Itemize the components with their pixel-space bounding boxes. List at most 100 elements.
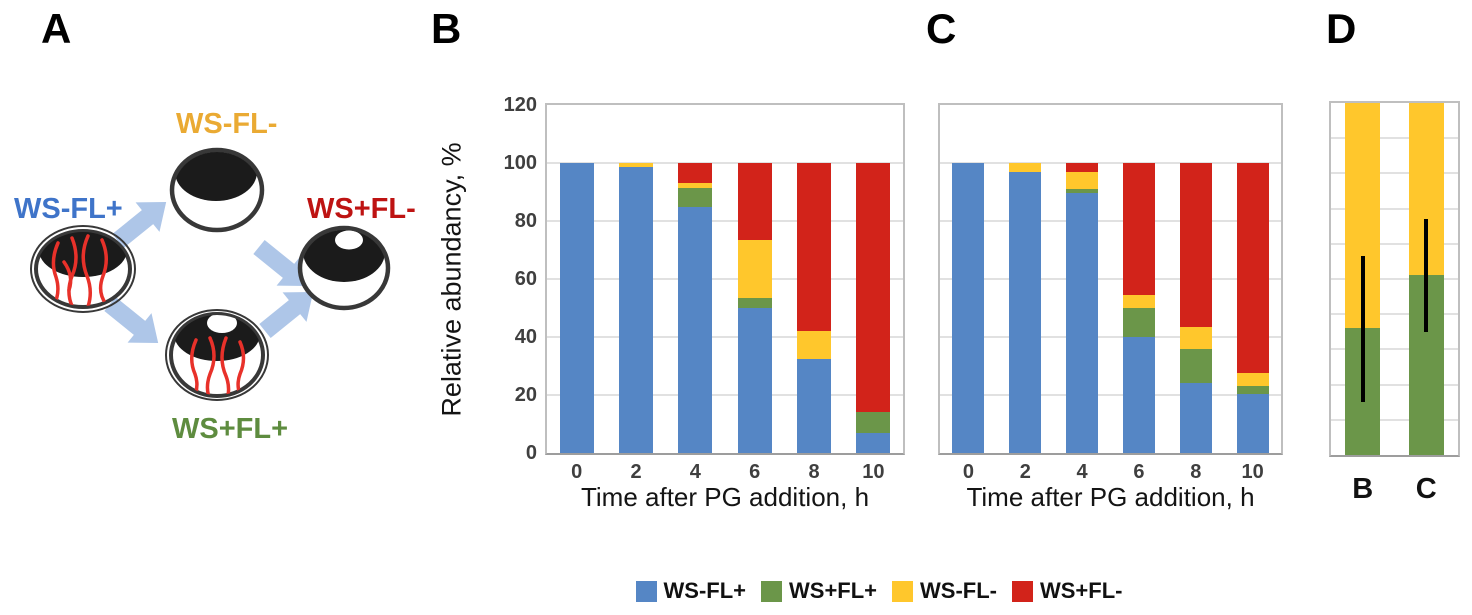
gridline: [940, 336, 1281, 338]
bar-segment-WS-FL+: [678, 206, 713, 453]
bar-segment-WS-FL-: [797, 331, 831, 359]
cell-ws-fl-minus: [169, 147, 265, 233]
x-tick-label: 0: [571, 461, 583, 483]
bar-segment-WS+FL+: [1179, 348, 1212, 384]
cell-cap: [175, 152, 257, 201]
bar-segment-WS-FL-: [737, 239, 772, 298]
x-tick-label: 2: [630, 461, 642, 483]
legend-label: WS+FL-: [1039, 578, 1123, 603]
gridline: [1331, 278, 1458, 280]
node-label-ws-fl-plus: WS-FL+: [14, 193, 123, 225]
legend-swatch-ws-fl-plus: [635, 580, 657, 602]
node-label-ws-fl-minus: WS-FL-: [176, 108, 278, 140]
legend-item-ws-fl-plus: WS-FL+: [635, 578, 747, 604]
bar-segment-WS+FL+: [1122, 308, 1155, 337]
bar-segment-WS-FL+: [737, 308, 772, 453]
gridline: [940, 278, 1281, 280]
legend-label: WS-FL-: [920, 578, 997, 603]
panel-d-letter: D: [1326, 5, 1357, 52]
bar-segment-WS-FL-: [1066, 171, 1099, 190]
bar-segment-WS+FL+: [1066, 189, 1099, 194]
bar-segment-WS+FL+: [737, 297, 772, 308]
gridline: [547, 220, 903, 222]
cell-cap: [174, 315, 260, 361]
x-tick-label: 6: [1133, 461, 1145, 483]
arrow-ws-fl-plus-to-ws-plus-fl-plus: [104, 297, 159, 344]
bar-segment-WS-FL+: [619, 167, 653, 453]
panel-a-letter: A: [41, 5, 72, 52]
bar-segment-WS+FL+: [856, 412, 891, 433]
x-tick-label: 8: [808, 461, 820, 483]
panel-a-diagram: WS-FL+ WS-FL- WS+FL- WS+FL+: [0, 0, 430, 520]
arrow-ws-fl-minus-to-ws-plus-fl-minus: [253, 240, 308, 287]
cell-cap: [303, 230, 385, 282]
y-tick-label: 80: [514, 210, 537, 232]
gridline: [1331, 418, 1458, 421]
chart-legend: WS-FL+ WS+FL+ WS-FL- WS+FL-: [579, 578, 1179, 604]
stacked-bar-chart-b: 0 20 40 60 80 100 120 0 2 4 6 8 10: [504, 94, 905, 483]
gridline: [547, 162, 903, 164]
x-tick-label: 4: [1076, 461, 1088, 483]
flagella-icon: [51, 234, 108, 306]
bar-segment-WS-FL+: [1179, 383, 1212, 453]
bar-segment-WS+FL-: [797, 163, 831, 332]
wrinkly-spot-icon: [207, 315, 237, 333]
bar-segment-WS-FL-: [678, 183, 713, 188]
gridline: [940, 394, 1281, 396]
legend-swatch-ws-fl-minus: [892, 580, 914, 602]
bar-segment-WS-FL-: [619, 163, 653, 168]
bar-segment-WS+FL+: [1236, 386, 1269, 394]
legend-swatch-ws-plus-fl-plus: [761, 580, 782, 602]
legend-item-ws-fl-minus: WS-FL-: [892, 578, 997, 604]
bar-segment-WS+FL-: [678, 163, 713, 184]
y-tick-label: 100: [503, 152, 537, 174]
bar-segment-WS+FL-: [856, 163, 891, 413]
y-tick-label: 40: [514, 326, 537, 348]
gridline: [1331, 137, 1458, 140]
bar-segment-WS-FL-: [1009, 163, 1042, 172]
x-axis-title-c: Time after PG addition, h: [966, 482, 1255, 512]
gridline: [1331, 242, 1458, 245]
gridline: [1331, 383, 1458, 386]
bar-segment-WS-FL+: [856, 432, 891, 453]
cell-ws-fl-plus: [30, 225, 136, 313]
node-label-ws-plus-fl-plus: WS+FL+: [172, 413, 289, 445]
gridline: [1331, 172, 1458, 175]
bar-segment-WS+FL-: [1122, 163, 1155, 295]
bar-segment-WS-FL+: [1009, 171, 1042, 453]
arrow-ws-fl-plus-to-ws-fl-minus: [112, 201, 167, 248]
x-tick-label: 10: [1241, 461, 1264, 483]
gridline: [1331, 207, 1458, 210]
bar-segment-WS+FL-: [1066, 163, 1099, 172]
bar-segment-WS-FL-: [1122, 294, 1155, 308]
gridline: [1331, 313, 1458, 316]
bar-segment-WS-FL+: [1066, 193, 1099, 453]
cell-ws-plus-fl-plus: [165, 309, 269, 401]
x-tick-label: 6: [749, 461, 761, 483]
cell-ws-plus-fl-minus: [297, 225, 391, 311]
bar-segment-WS+FL+: [678, 187, 713, 207]
legend-swatch-ws-plus-fl-minus: [1011, 580, 1033, 602]
error-bar: [1360, 256, 1365, 403]
stacked-bar-chart-c: 0 2 4 6 8 10: [938, 103, 1283, 483]
y-tick-label: 120: [503, 94, 537, 116]
bar-segment-WS-FL-: [1236, 373, 1269, 387]
legend-label: WS-FL+: [663, 578, 747, 603]
gridline: [1331, 348, 1458, 351]
y-axis-title: Relative abundancy, %: [436, 141, 467, 417]
cell-diagram-svg: [30, 147, 391, 401]
bar-segment-WS+FL-: [1236, 163, 1269, 374]
x-tick-label: 8: [1190, 461, 1202, 483]
transition-arrows: [104, 201, 314, 344]
bar-segment-WS-FL+: [559, 163, 594, 453]
x-tick-label: 0: [962, 461, 974, 483]
x-tick-label: C: [1415, 473, 1437, 505]
x-tick-label: B: [1352, 473, 1374, 505]
gridline: [547, 394, 903, 396]
panel-b-letter: B: [431, 5, 462, 52]
bar-segment-WS-FL-: [1179, 326, 1212, 349]
legend-item-ws-plus-fl-minus: WS+FL-: [1011, 578, 1123, 604]
gridline: [547, 336, 903, 338]
x-tick-label: 10: [862, 461, 885, 483]
